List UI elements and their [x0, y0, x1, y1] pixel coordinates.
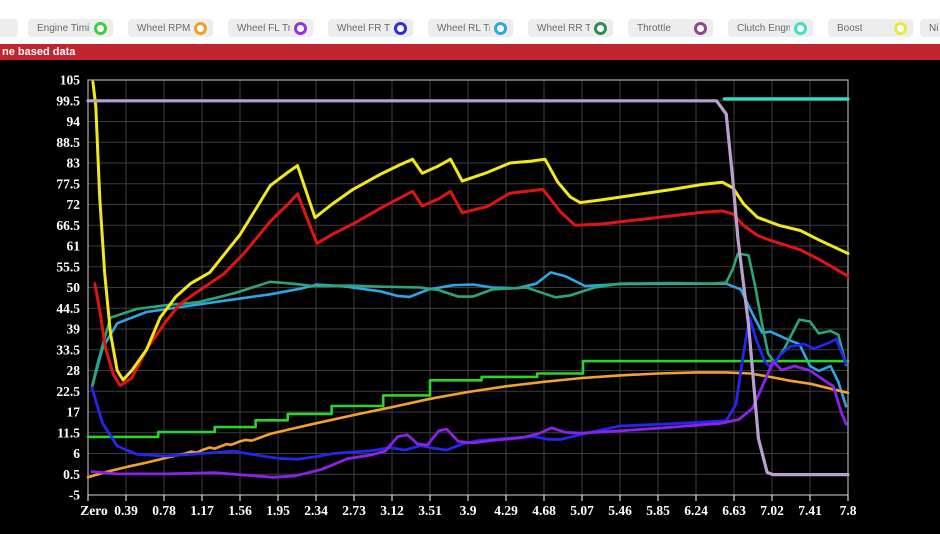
y-tick-label: 61 — [67, 239, 81, 254]
x-tick-label: 3.51 — [418, 503, 442, 518]
engine-timing-ring-icon — [94, 21, 107, 35]
x-tick-label: 5.85 — [646, 503, 670, 518]
channel-button-wheel-fr-travel[interactable]: Wheel FR Travel — [328, 19, 413, 37]
channel-button-wheel-rr-travel[interactable]: Wheel RR Travel — [528, 19, 613, 37]
channel-button-boost[interactable]: Boost — [828, 19, 913, 37]
x-tick-label: 4.29 — [494, 503, 518, 518]
x-tick-label: Zero — [80, 503, 108, 518]
x-tick-label: 0.39 — [114, 503, 138, 518]
channel-button-label: Wheel RL Travel — [437, 22, 490, 34]
series-line-engine-timing — [86, 359, 850, 439]
channel-button-label: Wheel FR Travel — [337, 22, 390, 34]
clutch-engmnt-ring-icon — [794, 21, 807, 35]
channel-button-label: Throttle — [637, 22, 671, 34]
channel-button-clutch-engmnt[interactable]: Clutch Engmnt. — [728, 19, 813, 37]
x-tick-label: 0.78 — [152, 503, 176, 518]
throttle-ring-icon — [694, 21, 707, 35]
y-tick-label: 22.5 — [56, 384, 80, 399]
y-tick-label: 11.5 — [57, 425, 80, 440]
x-tick-label: 6.24 — [684, 503, 708, 518]
y-tick-label: 88.5 — [56, 135, 80, 150]
wheel-rr-travel-ring-icon — [594, 21, 607, 35]
y-tick-label: 105 — [60, 73, 81, 88]
y-tick-label: 39 — [67, 322, 81, 337]
series-line-wheel-rpm — [86, 371, 850, 479]
channel-button-label: Wheel RR Travel — [537, 22, 590, 34]
y-tick-label: 17 — [67, 405, 81, 420]
channel-button-label: Wheel RPM — [137, 22, 190, 34]
wheel-fl-travel-ring-icon — [294, 21, 307, 35]
y-tick-label: 77.5 — [56, 176, 80, 191]
channel-button-engine-timing[interactable]: Engine Timing — [28, 19, 113, 37]
wheel-rl-travel-ring-icon — [494, 21, 507, 35]
x-tick-label: 1.17 — [190, 503, 214, 518]
channel-button-label: Clutch Engmnt. — [737, 22, 790, 34]
wheel-fr-travel-ring-icon — [394, 21, 407, 35]
channel-button-throttle[interactable]: Throttle — [628, 19, 713, 37]
chart-area: Zero 0.39 0.78 1.17 1.56 1.95 2.34 2.73 3.12 3.51… — [0, 60, 940, 529]
channel-button-unlabeled-red[interactable] — [0, 19, 18, 37]
y-tick-label: 94 — [67, 114, 81, 129]
x-tick-label: 3.9 — [460, 503, 477, 518]
x-tick-label: 1.95 — [266, 503, 290, 518]
series-line-unlabeled-red — [93, 187, 850, 388]
chart-background — [0, 60, 940, 529]
y-tick-label: 55.5 — [56, 259, 80, 274]
boost-ring-icon — [894, 21, 907, 35]
y-tick-label: -5 — [69, 488, 80, 503]
channel-button-label: Boost — [837, 22, 863, 34]
x-tick-label: 7.02 — [760, 503, 784, 518]
y-tick-label: 6 — [73, 446, 80, 461]
x-tick-label: 7.8 — [840, 503, 857, 518]
series-line-wheel-fl-travel — [90, 359, 848, 479]
x-tick-label: 6.63 — [722, 503, 746, 518]
x-tick-label: 2.34 — [304, 503, 328, 518]
channel-button-label: Engine Timing — [37, 22, 90, 34]
y-tick-label: 28 — [67, 363, 81, 378]
x-tick-label: 7.41 — [798, 503, 822, 518]
channel-button-ni-partial[interactable]: Ni — [920, 19, 940, 37]
wheel-rpm-ring-icon — [194, 21, 207, 35]
channel-button-wheel-rpm[interactable]: Wheel RPM — [128, 19, 213, 37]
x-tick-label: 2.73 — [342, 503, 366, 518]
x-tick-label: 5.46 — [608, 503, 632, 518]
y-tick-label: 66.5 — [56, 218, 80, 233]
x-tick-label: 4.68 — [532, 503, 556, 518]
chart-canvas: Zero 0.39 0.78 1.17 1.56 1.95 2.34 2.73 3.12 3.51… — [0, 60, 940, 529]
y-tick-label: 99.5 — [56, 93, 80, 108]
channel-toolbar: Engine Timing Wheel RPM Wheel FL Travel Whe… — [0, 0, 940, 44]
channel-button-wheel-fl-travel[interactable]: Wheel FL Travel — [228, 19, 313, 37]
y-tick-label: 83 — [67, 156, 81, 171]
channel-button-label: Wheel FL Travel — [237, 22, 290, 34]
y-tick-label: 44.5 — [56, 301, 80, 316]
y-tick-label: 50 — [67, 280, 81, 295]
channel-button-label: Ni — [929, 22, 939, 34]
y-tick-label: 0.5 — [63, 467, 80, 482]
channel-button-wheel-rl-travel[interactable]: Wheel RL Travel — [428, 19, 513, 37]
y-tick-label: 72 — [67, 197, 81, 212]
x-tick-label: 3.12 — [380, 503, 404, 518]
x-tick-label: 5.07 — [570, 503, 594, 518]
series-line-throttle — [86, 99, 850, 477]
x-tick-label: 1.56 — [228, 503, 252, 518]
series-line-boost — [91, 80, 850, 382]
y-tick-label: 33.5 — [56, 342, 80, 357]
banner-title: ne based data — [0, 44, 940, 60]
